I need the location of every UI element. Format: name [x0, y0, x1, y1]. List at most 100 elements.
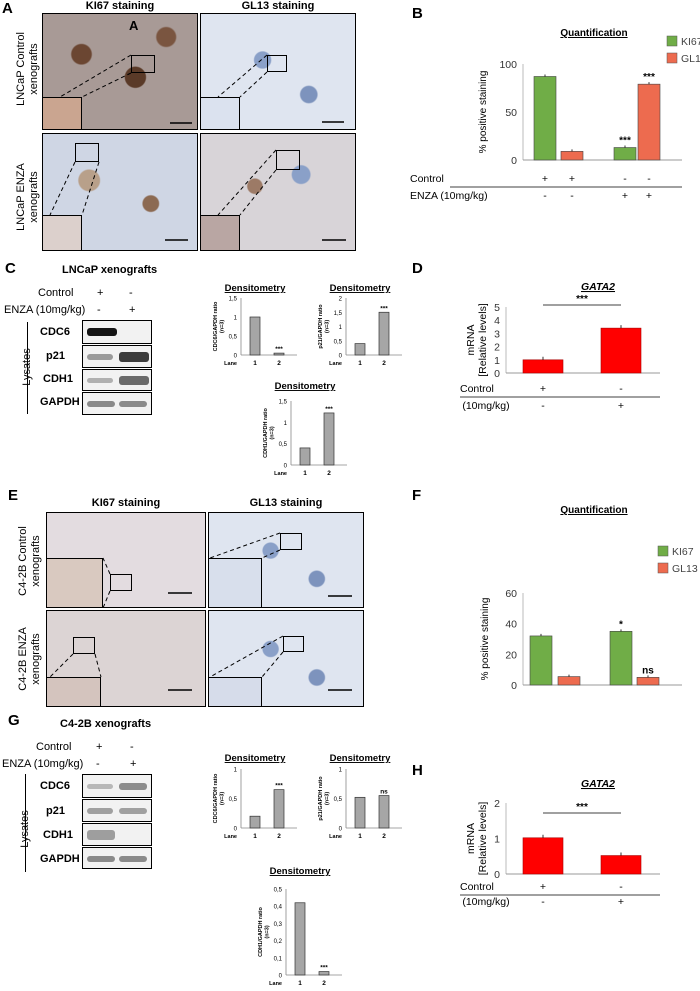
enza-sign: + [622, 190, 628, 202]
y-axis-label: p21/GAPDH ratio(n=3) [318, 776, 331, 821]
legend-label-gl13: GL13 [681, 53, 700, 65]
chart-title: GATA2 [581, 281, 615, 293]
g-lysates-label: Lysates [19, 804, 33, 854]
y-tick-label: 0 [511, 155, 517, 167]
y-tick-label: 0,1 [274, 956, 283, 962]
chart-c2-p21: Densitometry 0 0,5 1 1,5 2 p21/GAPDH ratio(n=3… [318, 283, 402, 367]
legend-swatch-ki67 [657, 545, 669, 557]
y-tick-label: 0 [339, 354, 343, 360]
c-band-cdh1-1 [87, 378, 113, 383]
g-band-cdh1-1 [87, 830, 115, 840]
row-label-control: Control [410, 173, 444, 185]
panel-letter-g: G [8, 712, 20, 729]
x-tick-label: 1 [298, 980, 302, 987]
chart-g2-p21: Densitometry 0 0,5 1 p21/GAPDH ratio(n=3) 1 2 n… [318, 753, 402, 840]
a-zoom-box-1 [131, 55, 155, 73]
bar-gl13-group-1 [560, 151, 584, 161]
enza-sign: + [618, 400, 624, 412]
chart-title: Quantification [560, 505, 627, 516]
bar-gl13-group-2 [636, 677, 660, 686]
x-tick-label: 1 [253, 360, 257, 367]
bar-ki67-group-2 [609, 631, 633, 686]
bar-ki67-group-1 [529, 635, 553, 686]
y-tick-label: 3 [494, 328, 500, 340]
a-inset-4 [200, 215, 240, 251]
e-inset-1 [46, 558, 103, 608]
g-enza-sign-1: - [96, 758, 100, 770]
g-blot-label-gapdh: GAPDH [40, 853, 80, 865]
y-axis-label: mRNA[Relative levels] [465, 303, 489, 377]
significance-label: ns [642, 665, 654, 676]
bar-ki67-group-1 [533, 76, 557, 161]
e-dashed-lines [49, 532, 352, 691]
chart-title: Densitometry [275, 381, 336, 392]
y-axis-label: % positive staining [478, 71, 489, 154]
chart-title: Densitometry [330, 283, 391, 294]
control-sign: - [647, 173, 651, 185]
x-tick-label: 1 [358, 360, 362, 367]
bar-lane-2 [378, 795, 390, 829]
y-axis-label: % positive staining [480, 598, 491, 681]
y-tick-label: 0,5 [279, 442, 288, 448]
g-control-label: Control [36, 741, 72, 753]
e-zoom-box-4 [283, 636, 304, 652]
control-sign: + [540, 383, 546, 395]
g-enza-sign-2: + [130, 758, 137, 770]
panel-letter-b: B [412, 5, 423, 22]
bar-lane-1 [354, 796, 366, 829]
y-tick-label: 0,5 [274, 888, 283, 894]
a-zoom-box-3 [75, 143, 99, 162]
y-axis-label: CDC6/GAPDH ratio(n=3) [213, 301, 226, 351]
y-tick-label: 5 [494, 302, 500, 314]
y-tick-label: 1 [339, 768, 343, 774]
g-band-gapdh-2 [119, 856, 147, 862]
bar-gl13-group-2 [637, 83, 661, 161]
a-inset-3 [42, 215, 82, 251]
g-band-cdc6-2 [119, 783, 147, 790]
g-lysates-bracket [25, 774, 26, 872]
chart-g1-cdc6: Densitometry 0 0,5 1 CDC6/GAPDH ratio(n=3) 1 2… [213, 753, 297, 840]
c-control-sign-2: - [129, 287, 133, 299]
y-tick-label: 0,5 [334, 339, 343, 345]
c-band-gapdh-1 [87, 401, 115, 407]
g-blot-gapdh [82, 847, 152, 869]
y-tick-label: 1,5 [334, 311, 343, 317]
panel-letter-f: F [412, 487, 422, 504]
c-blot-label-gapdh: GAPDH [40, 396, 80, 408]
row-label-enza: ENZA (10mg/kg) [460, 400, 510, 412]
c-title: LNCaP xenografts [62, 264, 158, 276]
y-tick-label: 1 [284, 421, 288, 427]
significance-label: *** [325, 406, 333, 413]
x-tick-label: 2 [382, 360, 386, 367]
panel-letter-h: H [412, 762, 423, 779]
y-tick-label: 0,3 [274, 922, 283, 928]
a-col-ki67: KI67 staining [85, 0, 155, 12]
legend-swatch-ki67 [666, 35, 678, 47]
c-band-cdc6-1 [87, 328, 117, 336]
control-sign: + [569, 173, 575, 185]
y-tick-label: 1 [494, 355, 500, 367]
y-axis-label: CDH1/GAPDH ratio(n=3) [258, 906, 271, 956]
x-tick-label: 2 [327, 470, 331, 477]
chart-title: Densitometry [330, 753, 391, 764]
x-tick-label: 1 [303, 470, 307, 477]
enza-sign: - [541, 896, 545, 908]
enza-sign: - [541, 400, 545, 412]
significance-label: *** [643, 72, 655, 83]
significance-label: *** [320, 965, 328, 972]
y-tick-label: 1 [339, 325, 343, 331]
y-tick-label: 60 [505, 588, 517, 600]
bar-lane-1 [249, 316, 261, 356]
chart-title: GATA2 [581, 778, 615, 790]
legend-swatch-gl13 [657, 562, 669, 574]
g-blot-label-cdc6: CDC6 [40, 780, 70, 792]
bar-group-1 [522, 837, 564, 875]
y-tick-label: 0 [284, 464, 288, 470]
g-band-p21-2 [119, 808, 147, 814]
a-col-gl13: GL13 staining [241, 0, 315, 12]
control-sign: - [619, 881, 623, 893]
y-axis-label: mRNA[Relative levels] [465, 802, 489, 876]
c-enza-sign-1: - [97, 304, 101, 316]
y-tick-label: 0,2 [274, 939, 283, 945]
